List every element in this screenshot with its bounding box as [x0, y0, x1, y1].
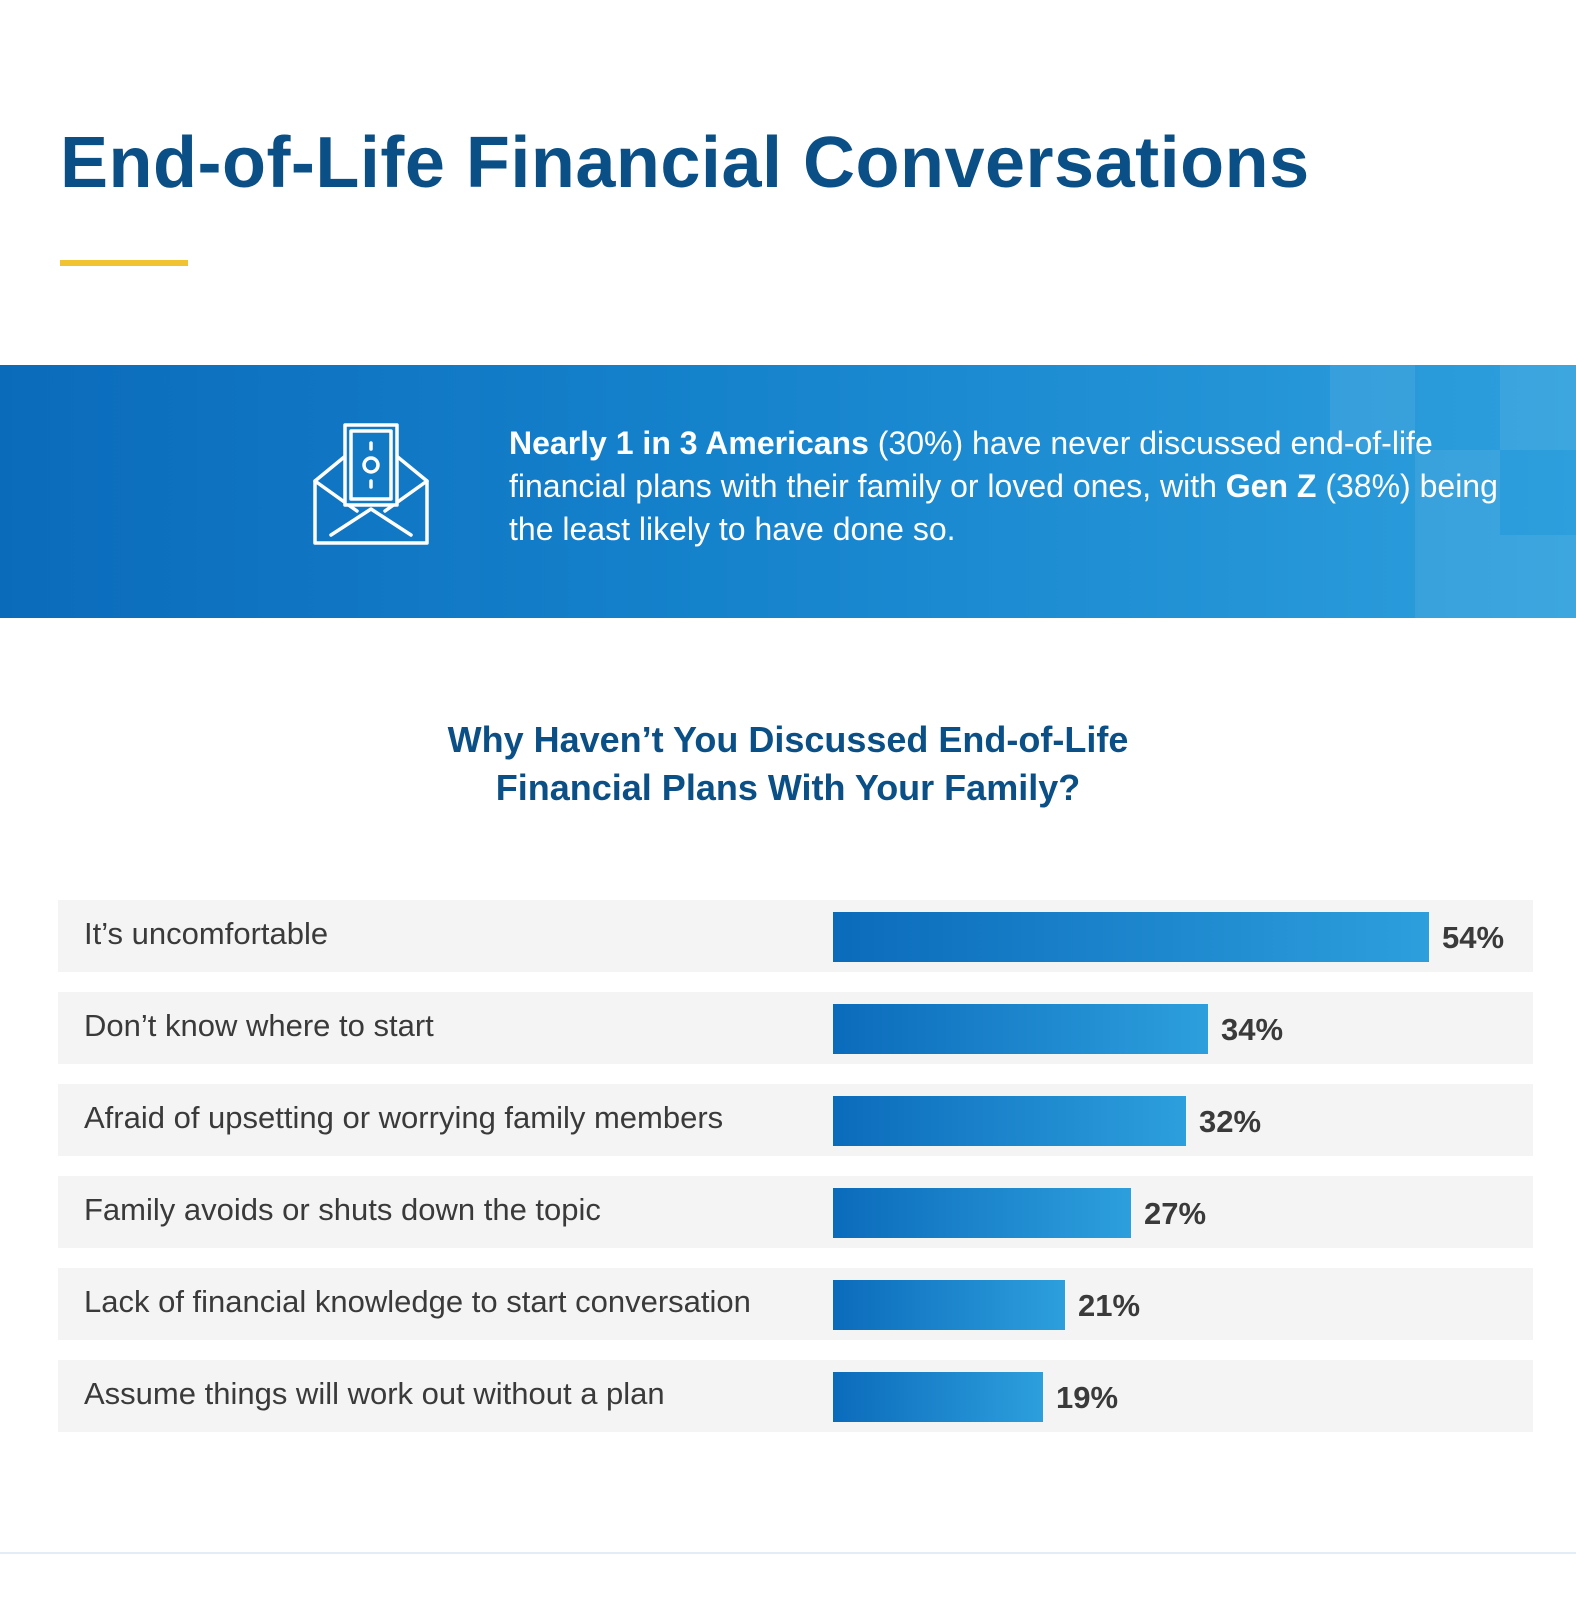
- banner-tile: [1330, 365, 1415, 450]
- value-label: 34%: [1221, 1012, 1284, 1047]
- chart-title-line: Why Haven’t You Discussed End-of-Life: [447, 719, 1129, 760]
- value-label: 32%: [1199, 1104, 1262, 1139]
- bar: [833, 1096, 1186, 1146]
- chart-row: It’s uncomfortable 54%: [58, 900, 1533, 972]
- footer-divider: [0, 1552, 1576, 1554]
- category-label: Don’t know where to start: [84, 1008, 434, 1043]
- banner-statement: Nearly 1 in 3 Americans (30%) have never…: [509, 422, 1509, 551]
- banner-tile: [1415, 450, 1500, 535]
- banner-text-part: (38%) being the least likely to have don…: [509, 468, 1498, 547]
- category-label: Lack of financial knowledge to start con…: [84, 1284, 751, 1319]
- page-title: End-of-Life Financial Conversations: [60, 123, 1310, 203]
- value-label: 27%: [1144, 1196, 1207, 1231]
- bar: [833, 1004, 1208, 1054]
- chart-row: Afraid of upsetting or worrying family m…: [58, 1084, 1533, 1156]
- chart-row: Lack of financial knowledge to start con…: [58, 1268, 1533, 1340]
- value-label: 54%: [1442, 920, 1505, 955]
- bar: [833, 912, 1429, 962]
- chart-row: Assume things will work out without a pl…: [58, 1360, 1533, 1432]
- banner-tile: [1500, 535, 1576, 618]
- category-label: It’s uncomfortable: [84, 916, 329, 951]
- bar: [833, 1280, 1065, 1330]
- chart-title: Why Haven’t You Discussed End-of-Life Fi…: [0, 716, 1576, 812]
- stat-banner: Nearly 1 in 3 Americans (30%) have never…: [0, 365, 1576, 618]
- envelope-money-icon: [313, 423, 429, 545]
- value-label: 21%: [1078, 1288, 1141, 1323]
- value-label: 19%: [1056, 1380, 1119, 1415]
- category-label: Assume things will work out without a pl…: [84, 1376, 665, 1411]
- bar: [833, 1188, 1131, 1238]
- banner-highlight-genz: Gen Z: [1225, 468, 1317, 504]
- chart-row: Family avoids or shuts down the topic 27…: [58, 1176, 1533, 1248]
- banner-highlight-americans: Nearly 1 in 3 Americans: [509, 425, 869, 461]
- category-label: Afraid of upsetting or worrying family m…: [84, 1100, 724, 1135]
- title-underline: [60, 260, 188, 266]
- banner-tile: [1500, 365, 1576, 450]
- chart-title-line: Financial Plans With Your Family?: [495, 767, 1081, 808]
- banner-tile: [1415, 535, 1500, 618]
- category-label: Family avoids or shuts down the topic: [84, 1192, 601, 1227]
- banner-text-part: (30%) have never discussed end-of-life f…: [509, 425, 1433, 504]
- chart-row: Don’t know where to start 34%: [58, 992, 1533, 1064]
- bar: [833, 1372, 1043, 1422]
